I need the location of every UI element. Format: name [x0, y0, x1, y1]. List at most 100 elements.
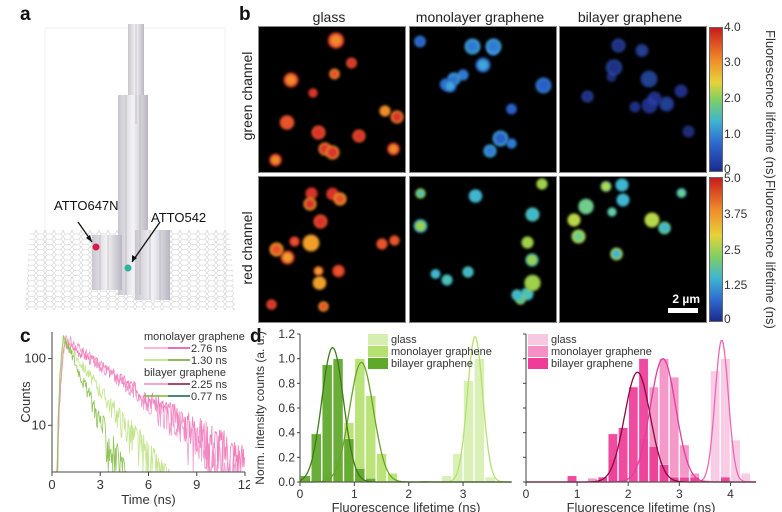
fluorophore-spot [644, 211, 661, 228]
flim-image-red-monolayer [409, 176, 557, 323]
fluorophore-spot [483, 144, 497, 158]
fluorophore-spot [536, 177, 549, 191]
column-title-glass: glass [312, 9, 346, 25]
fluorophore-spot [461, 266, 474, 278]
y-tick-label: 0.0 [278, 475, 295, 489]
fluorophore-spot [658, 95, 675, 113]
fluorophore-spot [313, 265, 324, 276]
histogram-bar-glass [485, 476, 496, 483]
panel-label-a: a [20, 4, 31, 25]
fluorophore-spot [674, 84, 688, 98]
fluorophore-spot [413, 219, 428, 234]
x-tick-label: 0 [523, 487, 530, 501]
y-tick-label: 100 [24, 351, 46, 366]
y-tick-label: 0.8 [278, 376, 295, 390]
legend-entry-label: monolayer graphene [551, 346, 652, 358]
legend-group-title: bilayer graphene [144, 367, 226, 379]
x-tick-label: 2 [405, 487, 412, 501]
x-tick-label: 3 [676, 487, 683, 501]
fluorophore-spot [288, 235, 300, 247]
fluorophore-spot [279, 114, 295, 131]
fluorophore-spot [326, 31, 345, 50]
fluorophore-spot [506, 137, 518, 149]
fluorophore-spot [657, 220, 672, 235]
fluorophore-spot [511, 288, 524, 301]
atto542-dye-marker [124, 264, 132, 272]
colorbar-green-tick: 1.0 [724, 127, 741, 141]
legend-entry-label: 2.76 ns [191, 343, 228, 355]
flim-image-red-bilayer: 2 µm [559, 176, 707, 323]
origami-pillar [92, 24, 170, 300]
histogram-bar-monolayer-graphene [365, 395, 376, 483]
fluorophore-spot [535, 76, 553, 94]
fluorophore-spot [345, 57, 358, 69]
fluorophore-spot [681, 125, 695, 139]
scalebar [668, 308, 698, 313]
fluorophore-spot [606, 206, 618, 218]
fluorophore-spot [328, 67, 341, 80]
y-axis-label: Counts [18, 381, 33, 423]
histogram-bar-bilayer-graphene [567, 475, 577, 483]
colorbar-green-label: Fluorescence lifetime (ns) [763, 30, 778, 179]
legend-swatch [368, 346, 388, 357]
fluorophore-spot [324, 144, 341, 161]
panel-label-c: c [20, 326, 31, 347]
fluorophore-spot [600, 180, 612, 193]
legend-entry-label: bilayer graphene [551, 358, 633, 370]
fluorophore-spot [413, 34, 427, 48]
histogram-bar-bilayer-graphene [720, 476, 731, 483]
flim-image-green-bilayer [559, 26, 707, 173]
fluorophore-spot [520, 235, 535, 250]
histogram-bar-bilayer-graphene [648, 446, 659, 483]
histogram-bar-bilayer-graphene [638, 358, 649, 483]
fluorophore-spot [430, 268, 441, 280]
fluorophore-spot [351, 129, 366, 144]
y-tick-label: 0.4 [278, 426, 295, 440]
scalebar-label: 2 µm [672, 292, 700, 306]
histogram-bar-glass [463, 380, 474, 483]
flim-image-green-monolayer [409, 26, 557, 173]
fluorophore-spot [566, 213, 581, 228]
histogram-bar-monolayer-graphene [376, 453, 387, 483]
x-axis-label: Fluorescence lifetime (ns) [567, 500, 716, 512]
x-tick-label: 3 [460, 487, 467, 501]
fluorophore-spot [580, 89, 595, 104]
histogram-bar-monolayer-graphene [354, 358, 365, 483]
row-label-red-channel: red channel [239, 211, 255, 285]
x-tick-label: 0 [297, 487, 304, 501]
fluorophore-spot [485, 38, 503, 56]
fluorophore-spot [474, 56, 491, 73]
fluorophore-spot [571, 229, 587, 245]
dna-origami-illustration [25, 24, 235, 310]
x-axis-label: Fluorescence lifetime (ns) [332, 500, 481, 512]
legend-entry-label: 1.30 ns [191, 355, 228, 367]
colorbar-red-label: Fluorescence lifetime (ns) [763, 180, 778, 329]
fluorophore-spot [441, 273, 454, 286]
fluorophore-spot [641, 97, 658, 114]
colorbar-green-tick: 4.0 [724, 20, 741, 34]
x-tick-label: 4 [727, 487, 734, 501]
column-title-bilayer: bilayer graphene [577, 9, 683, 25]
fluorophore-spot [525, 253, 539, 267]
histogram-bar-bilayer-graphene [659, 464, 669, 483]
x-axis-label: Time (ns) [121, 492, 175, 507]
fluorophore-spot [333, 192, 347, 206]
fluorophore-spot [468, 188, 483, 204]
fluorophore-spot [310, 124, 326, 140]
colorbar-green-tick: 3.0 [724, 55, 741, 69]
fluorophore-spot [414, 187, 427, 199]
histogram-bar-monolayer-graphene [669, 376, 680, 483]
fluorophore-spot [268, 153, 283, 167]
fluorophore-spot [610, 38, 626, 54]
fluorophore-spot [505, 103, 517, 115]
colorbar-red-tick: 5.0 [724, 171, 741, 185]
colorbar-red-tick: 0 [724, 312, 731, 326]
panel-label-b: b [239, 4, 251, 25]
fluorophore-spot [605, 59, 623, 77]
y-tick-label: 10 [32, 417, 46, 432]
fluorophore-spot [313, 213, 328, 229]
x-tick-label: 6 [145, 477, 152, 492]
colorbar-green [709, 27, 723, 172]
decay-chart: 0 3 6 9 12 10 100 Time (ns) Counts monolayer grap… [18, 331, 250, 507]
label-atto542: ATTO542 [151, 210, 207, 225]
